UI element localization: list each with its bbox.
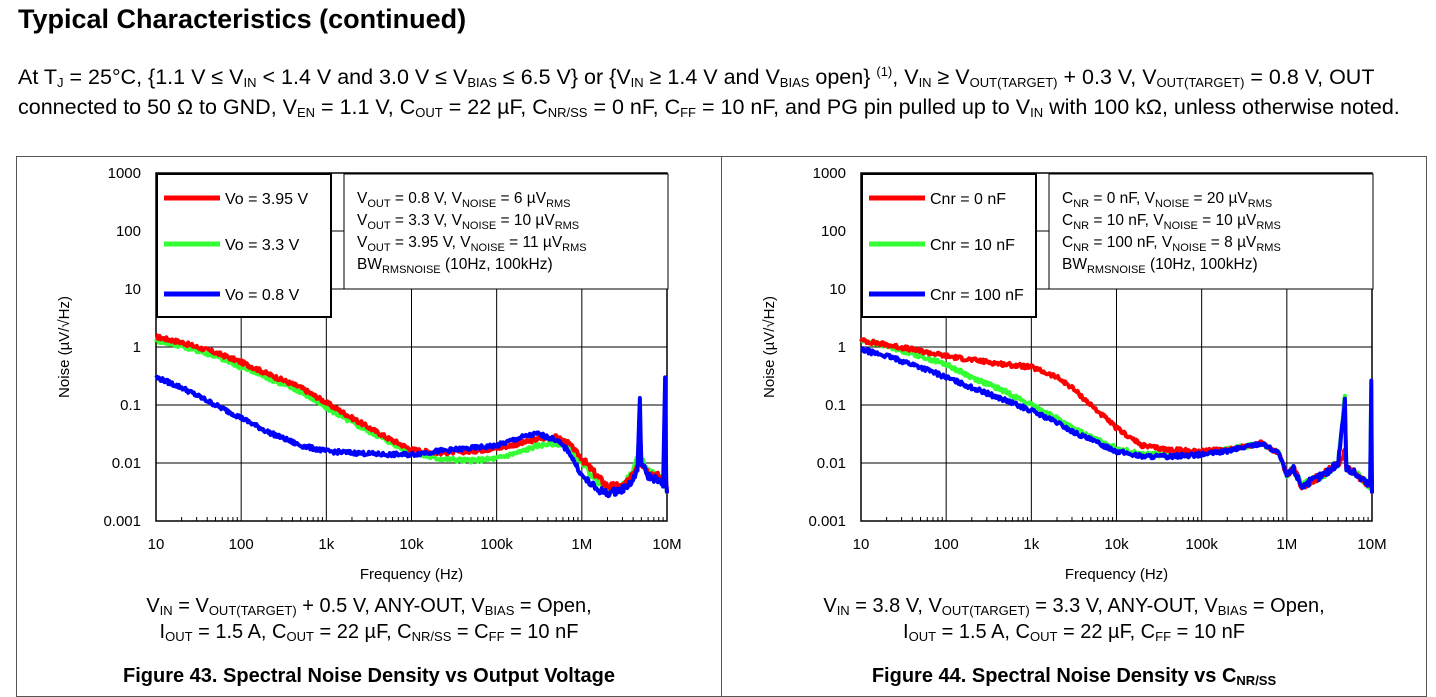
y-tick-label: 0.1 (120, 397, 141, 414)
annotation-line: CNR = 100 nF, VNOISE = 8 µVRMS (1062, 234, 1281, 254)
legend-entry: Cnr = 10 nF (930, 237, 1015, 254)
x-tick-label: 10M (652, 536, 681, 553)
annotation-line: VOUT = 0.8 V, VNOISE = 6 µVRMS (357, 190, 571, 210)
series-line (859, 346, 1374, 494)
plot-frame (860, 172, 1373, 522)
series-line (154, 374, 669, 499)
annotation-line: BWRMSNOISE (10Hz, 100kHz) (357, 256, 553, 276)
annotation-line: VOUT = 3.3 V, VNOISE = 10 µVRMS (357, 212, 579, 232)
annotation-line: VOUT = 3.95 V, VNOISE = 11 µVRMS (357, 234, 587, 254)
annotation-box (343, 173, 669, 290)
y-tick-label: 0.001 (808, 513, 846, 530)
figure-44-caption-line2: IOUT = 1.5 A, COUT = 22 µF, CFF = 10 nF (903, 621, 1245, 644)
figure-43-caption-line1: VIN = VOUT(TARGET) + 0.5 V, ANY-OUT, VBI… (146, 595, 592, 618)
figure-43-title: Figure 43. Spectral Noise Density vs Out… (123, 665, 615, 687)
legend-entry: Cnr = 0 nF (930, 191, 1006, 208)
legend-entry: Cnr = 100 nF (930, 287, 1024, 304)
x-tick-label: 1M (1276, 536, 1297, 553)
x-tick-label: 100k (480, 536, 513, 553)
x-tick-label: 10k (399, 536, 424, 553)
plot-frame (155, 172, 668, 522)
x-tick-label: 100 (229, 536, 254, 553)
annotation-line: CNR = 10 nF, VNOISE = 10 µVRMS (1062, 212, 1281, 232)
legend-entry: Vo = 3.95 V (225, 191, 309, 208)
y-tick-label: 100 (116, 223, 141, 240)
x-tick-label: 100k (1185, 536, 1218, 553)
annotation-box (1048, 173, 1374, 290)
y-tick-label: 100 (821, 223, 846, 240)
figure-44-title: Figure 44. Spectral Noise Density vs CNR… (871, 665, 1277, 688)
y-tick-label: 0.1 (825, 397, 846, 414)
x-axis-label: Frequency (Hz) (360, 566, 463, 583)
annotation-line: CNR = 0 nF, VNOISE = 20 µVRMS (1062, 190, 1272, 210)
page-title: Typical Characteristics (continued) (18, 4, 467, 34)
y-axis-label: Noise (µV/√Hz) (56, 296, 73, 398)
series-line (154, 333, 669, 494)
y-axis-label: Noise (µV/√Hz) (761, 296, 778, 398)
annotation-line: BWRMSNOISE (10Hz, 100kHz) (1062, 256, 1258, 276)
legend: Cnr = 0 nF Cnr = 10 nF Cnr = 100 nF (861, 173, 1037, 318)
figure-43-caption-line2: IOUT = 1.5 A, COUT = 22 µF, CNR/SS = CFF… (159, 621, 579, 644)
y-tick-label: 0.001 (103, 513, 141, 530)
y-tick-label: 10 (124, 281, 141, 298)
figure-43-panel: 0.001 0.01 0.1 1 10 100 1000 10 100 1k 10k 100k 1M 10… (16, 156, 722, 697)
x-tick-label: 1M (571, 536, 592, 553)
x-tick-label: 1k (1023, 536, 1039, 553)
figure-44-caption-line1: VIN = 3.8 V, VOUT(TARGET) = 3.3 V, ANY-O… (823, 595, 1325, 618)
y-tick-label: 0.01 (112, 455, 141, 472)
chart-figure-44: 0.001 0.01 0.1 1 10 100 1000 10 100 1k 10k 100k 1M 10… (761, 165, 1387, 583)
y-tick-label: 1 (838, 339, 846, 356)
legend-entry: Vo = 0.8 V (225, 287, 300, 304)
x-tick-label: 10k (1104, 536, 1129, 553)
y-tick-label: 10 (829, 281, 846, 298)
legend: Vo = 3.95 V Vo = 3.3 V Vo = 0.8 V (156, 173, 332, 318)
figure-44-panel: 0.001 0.01 0.1 1 10 100 1000 10 100 1k 10k 100k 1M 10… (721, 156, 1427, 697)
y-tick-label: 1000 (108, 165, 141, 182)
x-tick-label: 10 (853, 536, 870, 553)
x-axis-label: Frequency (Hz) (1065, 566, 1168, 583)
legend-entry: Vo = 3.3 V (225, 237, 300, 254)
y-tick-label: 0.01 (817, 455, 846, 472)
x-tick-label: 10 (148, 536, 165, 553)
test-conditions: At TJ = 25°C, {1.1 V ≤ VIN < 1.4 V and 3… (18, 64, 1400, 120)
x-tick-label: 10M (1357, 536, 1386, 553)
y-tick-label: 1 (133, 339, 141, 356)
chart-figure-43: 0.001 0.01 0.1 1 10 100 1000 10 100 1k 10k 100k 1M 10… (56, 165, 682, 583)
x-tick-label: 1k (318, 536, 334, 553)
y-tick-label: 1000 (813, 165, 846, 182)
x-tick-label: 100 (934, 536, 959, 553)
